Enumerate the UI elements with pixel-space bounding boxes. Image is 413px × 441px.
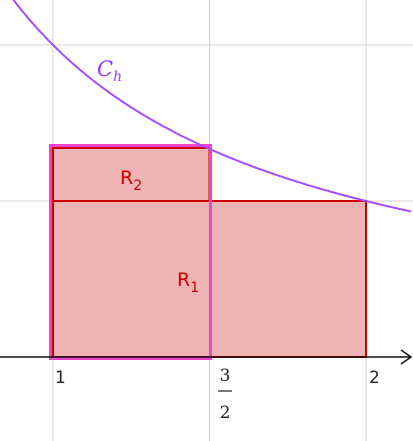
x-tick-label: 2: [369, 368, 380, 388]
curve: [12, 0, 412, 213]
rectangle-label-subscript: 2: [133, 178, 142, 194]
highlight-outline: [49, 144, 212, 360]
rectangle-r2: [52, 147, 211, 202]
rectangle-label: R1: [177, 269, 199, 296]
axis-arrow: [400, 349, 413, 365]
x-tick-label: 1: [55, 368, 66, 388]
x-tick-numerator: 3: [220, 366, 231, 386]
rectangle-label-subscript: 1: [190, 280, 199, 296]
x-tick-denominator: 2: [220, 403, 231, 423]
rectangle-label-main: R: [120, 167, 133, 189]
curve-label-subscript: h: [113, 69, 122, 85]
curve-label: Ch: [97, 57, 122, 85]
rectangle-label: R2: [120, 167, 142, 194]
rectangle-label-main: R: [177, 269, 190, 291]
curve-label-main: C: [97, 57, 113, 81]
